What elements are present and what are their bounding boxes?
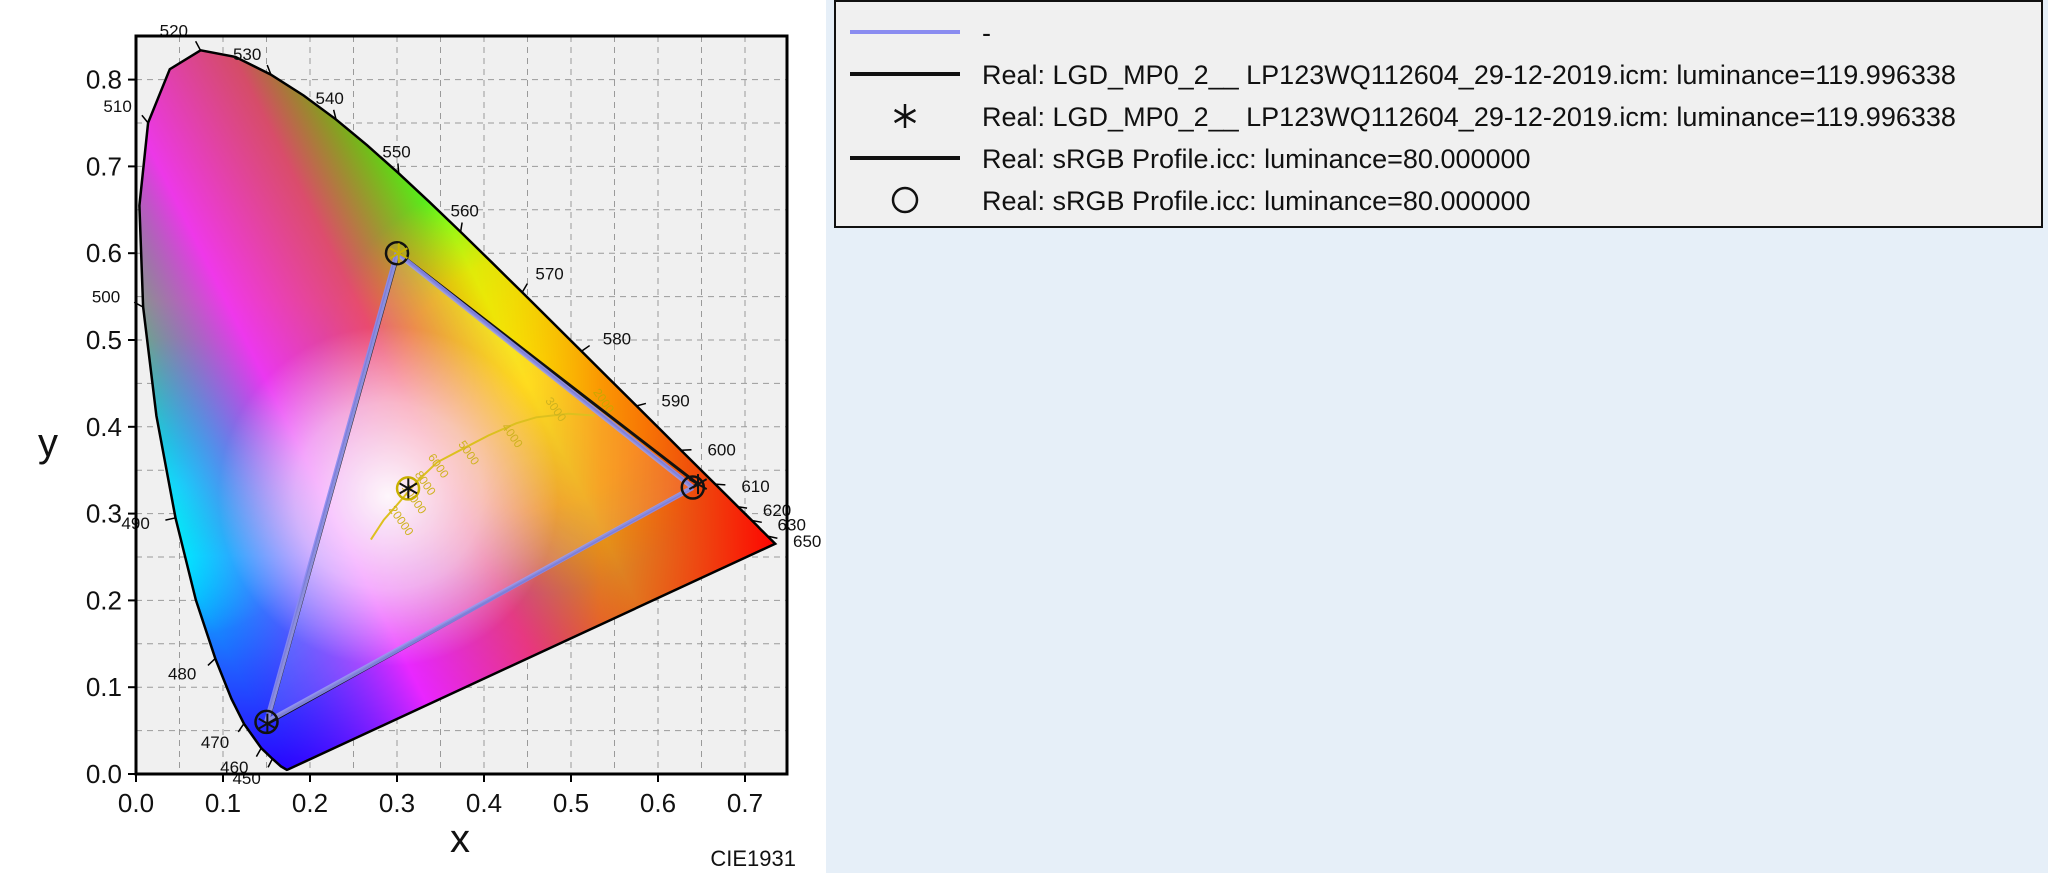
wavelength-label-470: 470 xyxy=(201,733,229,752)
wavelength-tick xyxy=(751,519,762,524)
wavelength-label-540: 540 xyxy=(316,89,344,108)
x-axis-label: x xyxy=(450,817,470,861)
wavelength-tick xyxy=(581,344,591,352)
y-tick-label: 0.4 xyxy=(86,412,122,442)
wavelength-label-460: 460 xyxy=(220,758,248,777)
y-tick-label: 0.6 xyxy=(86,238,122,268)
legend-item-series-2: Real: LGD_MP0_2__ LP123WQ112604_29-12-20… xyxy=(836,54,2041,94)
wavelength-tick xyxy=(141,114,149,124)
wavelength-tick xyxy=(459,222,463,233)
legend-item-series-5: Real: sRGB Profile.icc: luminance=80.000… xyxy=(836,180,2041,220)
series-srgb-circle-point xyxy=(384,240,410,266)
legend-item-series-4: Real: sRGB Profile.icc: luminance=80.000… xyxy=(836,138,2041,178)
y-tick-label: 0.7 xyxy=(86,151,122,181)
legend: - Real: LGD_MP0_2__ LP123WQ112604_29-12-… xyxy=(834,0,2043,228)
legend-item-series-1: - xyxy=(836,12,2041,52)
y-tick-label: 0.0 xyxy=(86,759,122,789)
wavelength-label-650: 650 xyxy=(793,532,821,551)
x-tick-label: 0.1 xyxy=(205,788,241,818)
wavelength-tick xyxy=(255,747,262,758)
legend-line-symbol xyxy=(850,72,960,76)
series-srgb-circle-point xyxy=(395,476,421,501)
wavelength-tick xyxy=(767,535,778,540)
wavelength-label-530: 530 xyxy=(233,45,261,64)
wavelength-label-620: 620 xyxy=(763,501,791,520)
legend-label: Real: sRGB Profile.icc: luminance=80.000… xyxy=(982,186,1531,216)
legend-circle-symbol xyxy=(891,186,919,214)
wavelength-label-510: 510 xyxy=(103,97,131,116)
asterisk-stroke xyxy=(258,717,277,730)
wavelength-label-580: 580 xyxy=(603,330,631,349)
wavelength-tick xyxy=(207,658,216,666)
spectral-locus xyxy=(138,48,778,772)
chart-panel: 450 460 470 480 490 500 510 520 530 540 550 560 570 5… xyxy=(0,0,826,873)
y-axis-label: y xyxy=(38,421,58,465)
legend-label: Real: sRGB Profile.icc: luminance=80.000… xyxy=(982,144,1531,174)
wavelength-label-560: 560 xyxy=(451,202,479,221)
wavelength-label-520: 520 xyxy=(160,22,188,41)
asterisk-stroke xyxy=(389,247,408,260)
x-tick-label: 0.2 xyxy=(292,788,328,818)
wavelength-tick xyxy=(521,283,528,293)
wavelength-tick xyxy=(267,758,274,768)
legend-label: Real: LGD_MP0_2__ LP123WQ112604_29-12-20… xyxy=(982,102,1956,132)
wavelength-label-550: 550 xyxy=(382,142,410,161)
plot-frame xyxy=(134,34,789,776)
axes: 0.0 0.1 0.2 0.3 0.4 0.5 0.6 0.7 0.0 0.1 0.2 0.3 0.4 0… xyxy=(86,65,763,818)
series-lgd-asterisk-point xyxy=(399,478,418,499)
series-lgd-asterisk-point xyxy=(389,243,408,264)
legend-label: - xyxy=(982,18,991,48)
legend-item-series-3: Real: LGD_MP0_2__ LP123WQ112604_29-12-20… xyxy=(836,96,2041,136)
wavelength-tick xyxy=(237,723,245,733)
cie-chromaticity-chart: 4504604704804905005105205305405505605705… xyxy=(38,22,822,871)
asterisk-stroke xyxy=(399,482,418,495)
diagram-label: CIE1931 xyxy=(710,846,796,871)
gamut-fill xyxy=(266,253,693,722)
wavelength-tick xyxy=(397,163,400,174)
wavelength-tick xyxy=(332,109,337,120)
legend-circle-mark xyxy=(891,186,919,214)
asterisk-stroke xyxy=(688,478,708,490)
x-tick-label: 0.5 xyxy=(553,788,589,818)
wavelength-label-590: 590 xyxy=(661,391,689,410)
y-tick-label: 0.3 xyxy=(86,499,122,529)
wavelength-label-500: 500 xyxy=(92,287,120,306)
y-tick-label: 0.2 xyxy=(86,585,122,615)
wavelength-tick xyxy=(737,505,748,509)
planckian-locus xyxy=(370,412,595,541)
series-lgd-asterisk-point xyxy=(688,474,708,495)
x-tick-label: 0.6 xyxy=(640,788,676,818)
legend-line-symbol xyxy=(850,156,960,160)
wavelength-tick xyxy=(266,64,272,75)
wavelength-label-600: 600 xyxy=(707,440,735,459)
legend-label: Real: LGD_MP0_2__ LP123WQ112604_29-12-20… xyxy=(982,60,1956,90)
x-tick-label: 0.7 xyxy=(727,788,763,818)
wavelength-labels: 4504604704804905005105205305405505605705… xyxy=(92,22,822,788)
legend-line-symbol xyxy=(850,30,960,34)
series-layer xyxy=(254,240,708,735)
wavelength-label-480: 480 xyxy=(168,665,196,684)
series-dash-line xyxy=(264,250,695,725)
y-tick-label: 0.1 xyxy=(86,672,122,702)
wavelength-tick xyxy=(715,483,726,486)
x-tick-label: 0.3 xyxy=(379,788,415,818)
y-tick-label: 0.5 xyxy=(86,325,122,355)
x-tick-label: 0.4 xyxy=(466,788,502,818)
wavelength-tick xyxy=(636,402,647,407)
wavelength-tick xyxy=(165,517,176,521)
wavelength-label-610: 610 xyxy=(741,477,769,496)
legend-asterisk-symbol xyxy=(893,104,917,128)
series-lgd-asterisk-point xyxy=(258,713,277,734)
wavelength-label-630: 630 xyxy=(778,515,806,534)
x-tick-label: 0.0 xyxy=(118,788,154,818)
legend-asterisk-stroke xyxy=(893,108,917,124)
wavelength-tick xyxy=(194,40,202,51)
wavelength-label-570: 570 xyxy=(535,264,563,283)
y-tick-label: 0.8 xyxy=(86,65,122,95)
